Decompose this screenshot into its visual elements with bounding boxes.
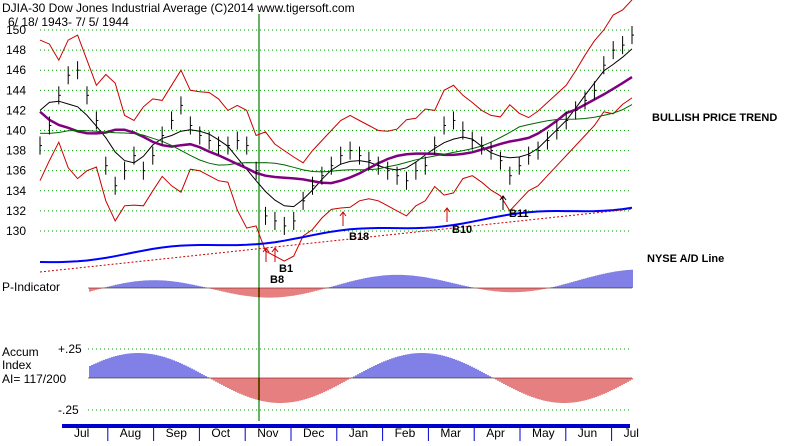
signal-arrow (339, 211, 347, 226)
upper-band-line (39, 0, 633, 164)
month-label-apr: Apr (486, 426, 505, 440)
trend-label: BULLISH PRICE TREND (652, 112, 777, 124)
signal-b10: B10 (452, 224, 472, 236)
month-label-oct: Oct (211, 426, 230, 440)
y-tick-146: 146 (6, 63, 26, 77)
y-tick-150: 150 (6, 23, 26, 37)
y-tick-132: 132 (6, 204, 26, 218)
price-y-axis: 130 132 134 136 138 140 142 144 146 148 150 (6, 23, 26, 238)
overlay-lines (39, 0, 633, 273)
signal-arrow (271, 247, 279, 262)
y-tick-136: 136 (6, 164, 26, 178)
month-label-aug: Aug (120, 426, 141, 440)
y-tick-142: 142 (6, 103, 26, 117)
lower-band-line (39, 97, 633, 262)
p-indicator-bars (88, 269, 633, 298)
accum-index-bars (88, 353, 633, 403)
signal-b8: B8 (270, 274, 284, 286)
signal-b18: B18 (349, 231, 369, 243)
signal-b1: B1 (279, 263, 293, 275)
p-indicator-label: P-Indicator (2, 280, 60, 294)
ad-line-label: NYSE A/D Line (647, 253, 724, 265)
month-label-jul: Jul (624, 426, 639, 440)
month-label-may: May (532, 426, 555, 440)
price-series (39, 26, 634, 235)
signal-arrow (262, 247, 270, 262)
ad-trend-line (39, 208, 633, 273)
y-tick-134: 134 (6, 184, 26, 198)
accum-minus-label: -.25 (58, 403, 79, 417)
x-axis-months: Jul Aug Sep Oct Nov Dec Jan Feb Mar Apr May Jun Jul (74, 424, 639, 441)
y-tick-130: 130 (6, 224, 26, 238)
month-label-feb: Feb (395, 426, 416, 440)
x-axis-bar (62, 424, 630, 428)
ma-black-line (39, 48, 633, 208)
signal-arrow (443, 207, 451, 222)
y-tick-138: 138 (6, 144, 26, 158)
y-tick-140: 140 (6, 124, 26, 138)
y-tick-144: 144 (6, 83, 26, 97)
signal-arrow (499, 195, 507, 210)
month-label-jan: Jan (349, 426, 368, 440)
month-label-jun: Jun (578, 426, 597, 440)
index-label: Index (2, 358, 31, 372)
month-label-sep: Sep (166, 426, 188, 440)
ad-line (39, 206, 633, 264)
month-label-mar: Mar (440, 426, 461, 440)
month-label-jul: Jul (74, 426, 89, 440)
accum-label: Accum (2, 345, 39, 359)
accum-plus-label: +.25 (58, 342, 82, 356)
month-label-dec: Dec (303, 426, 324, 440)
ma-green-line (39, 104, 633, 173)
ai-label: AI= 117/200 (2, 372, 66, 386)
signal-arrows (262, 195, 507, 262)
signal-b11: B11 (509, 208, 529, 220)
month-label-nov: Nov (257, 426, 278, 440)
chart-title: DJIA-30 Dow Jones Industrial Average (C)… (2, 1, 355, 15)
y-tick-148: 148 (6, 43, 26, 57)
chart-date-range: 6/ 18/ 1943- 7/ 5/ 1944 (8, 15, 129, 29)
